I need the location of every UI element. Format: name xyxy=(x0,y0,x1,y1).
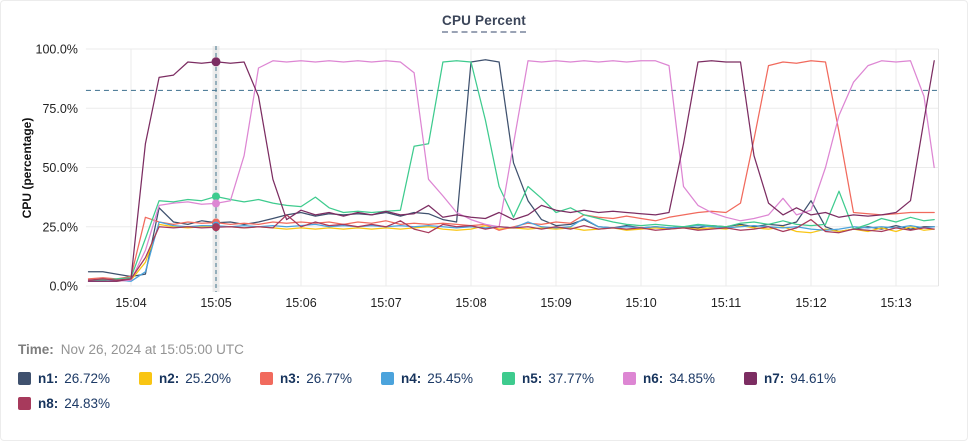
legend-swatch-n8 xyxy=(18,397,31,410)
legend-swatch-n3 xyxy=(260,372,273,385)
x-tick-label-15:11: 15:11 xyxy=(711,296,741,310)
legend-item-n6[interactable]: n6: 34.85% xyxy=(623,371,744,386)
chart-title[interactable]: CPU Percent xyxy=(442,13,526,33)
cursor-marker-n5 xyxy=(212,192,220,201)
y-tick-label-25: 25.0% xyxy=(42,220,77,234)
cpu-percent-chart[interactable]: 0.0% 25.0% 50.0% 75.0% 100.0% 15:04 15:05 15:06… xyxy=(1,1,968,319)
legend-value-n5: 37.77% xyxy=(548,371,595,386)
legend-item-n3[interactable]: n3: 26.77% xyxy=(260,371,381,386)
x-tick-label-15:06: 15:06 xyxy=(285,296,316,310)
legend-item-n4[interactable]: n4: 25.45% xyxy=(381,371,502,386)
chart-series-lines xyxy=(87,59,935,282)
x-tick-label-15:05: 15:05 xyxy=(200,296,231,310)
legend-item-n7[interactable]: n7: 94.61% xyxy=(744,371,865,386)
y-tick-label-0: 0.0% xyxy=(49,280,78,294)
legend-swatch-n2 xyxy=(139,372,152,385)
cursor-marker-n6 xyxy=(212,199,220,208)
legend-value-n8: 24.83% xyxy=(64,396,111,411)
legend-value-n4: 25.45% xyxy=(427,371,474,386)
legend-swatch-n1 xyxy=(18,372,31,385)
y-tick-label-100: 100.0% xyxy=(36,43,78,57)
legend-item-n5[interactable]: n5: 37.77% xyxy=(502,371,623,386)
chart-title-row: CPU Percent xyxy=(1,12,967,33)
legend-value-n3: 26.77% xyxy=(306,371,353,386)
y-tick-label-75: 75.0% xyxy=(42,102,77,116)
time-note: Time: Nov 26, 2024 at 15:05:00 UTC xyxy=(18,342,244,357)
legend-name-n3: n3: xyxy=(280,371,301,386)
series-line-n6 xyxy=(87,60,935,282)
x-tick-label-15:08: 15:08 xyxy=(455,296,486,310)
y-tick-label-50: 50.0% xyxy=(42,161,77,175)
legend-swatch-n4 xyxy=(381,372,394,385)
legend-name-n5: n5: xyxy=(522,371,543,386)
cursor-markers xyxy=(211,57,221,232)
legend-item-n1[interactable]: n1: 26.72% xyxy=(18,371,139,386)
legend-swatch-n5 xyxy=(502,372,515,385)
x-tick-label-15:04: 15:04 xyxy=(115,296,146,310)
x-tick-label-15:07: 15:07 xyxy=(370,296,401,310)
legend-swatch-n6 xyxy=(623,372,636,385)
series-line-n7 xyxy=(87,60,935,282)
legend-name-n1: n1: xyxy=(38,371,59,386)
legend-name-n6: n6: xyxy=(643,371,664,386)
x-tick-label-15:13: 15:13 xyxy=(880,296,911,310)
legend-name-n2: n2: xyxy=(159,371,180,386)
series-line-n3 xyxy=(87,60,935,280)
legend-name-n8: n8: xyxy=(38,396,59,411)
cursor-marker-n7 xyxy=(211,57,221,67)
legend-item-n2[interactable]: n2: 25.20% xyxy=(139,371,260,386)
series-line-n1 xyxy=(87,59,935,278)
x-tick-label-15:12: 15:12 xyxy=(795,296,826,310)
chart-legend: n1: 26.72% n2: 25.20% n3: 26.77% n4: 25.45% n5: 3… xyxy=(18,371,953,411)
legend-name-n7: n7: xyxy=(764,371,785,386)
legend-value-n1: 26.72% xyxy=(64,371,111,386)
legend-value-n2: 25.20% xyxy=(185,371,232,386)
legend-value-n6: 34.85% xyxy=(669,371,716,386)
cursor-marker-n8 xyxy=(212,223,220,232)
legend-item-n8[interactable]: n8: 24.83% xyxy=(18,396,139,411)
legend-name-n4: n4: xyxy=(401,371,422,386)
legend-swatch-n7 xyxy=(744,372,757,385)
x-tick-label-15:10: 15:10 xyxy=(625,296,656,310)
legend-value-n7: 94.61% xyxy=(790,371,837,386)
x-tick-label-15:09: 15:09 xyxy=(540,296,571,310)
y-axis-label: CPU (percentage) xyxy=(20,118,34,219)
series-line-n8 xyxy=(87,214,935,281)
chart-guides xyxy=(85,46,939,292)
time-note-value: Nov 26, 2024 at 15:05:00 UTC xyxy=(60,342,244,357)
time-note-label: Time: xyxy=(18,342,54,357)
axis-tick-labels: 0.0% 25.0% 50.0% 75.0% 100.0% 15:04 15:05 15:06… xyxy=(36,43,912,311)
